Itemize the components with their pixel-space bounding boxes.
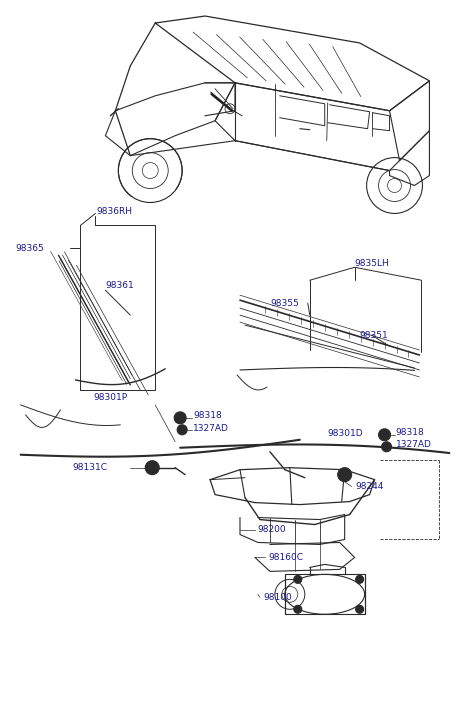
- Text: 1327AD: 1327AD: [396, 441, 431, 449]
- Text: 98365: 98365: [16, 244, 44, 253]
- Text: 1327AD: 1327AD: [193, 425, 229, 433]
- Text: 98301P: 98301P: [94, 393, 127, 403]
- Text: 9835LH: 9835LH: [355, 259, 390, 268]
- Circle shape: [294, 606, 302, 614]
- Text: 98100: 98100: [263, 593, 292, 602]
- Text: 98361: 98361: [105, 281, 134, 290]
- Text: 98131C: 98131C: [72, 463, 108, 473]
- Circle shape: [378, 429, 391, 441]
- Text: 98318: 98318: [396, 428, 424, 438]
- Text: 98200: 98200: [257, 525, 286, 534]
- Text: 98301D: 98301D: [328, 429, 363, 438]
- Text: 98351: 98351: [360, 331, 388, 340]
- Text: 9836RH: 9836RH: [96, 207, 133, 216]
- Circle shape: [338, 467, 352, 482]
- Text: 98244: 98244: [356, 482, 384, 491]
- Circle shape: [174, 412, 186, 424]
- Circle shape: [356, 606, 364, 614]
- Circle shape: [177, 425, 187, 435]
- Text: 98318: 98318: [193, 411, 222, 420]
- Circle shape: [294, 575, 302, 583]
- Circle shape: [356, 575, 364, 583]
- Circle shape: [145, 461, 159, 475]
- Circle shape: [382, 442, 392, 451]
- Text: 98160C: 98160C: [268, 553, 303, 562]
- Text: 98355: 98355: [270, 299, 298, 308]
